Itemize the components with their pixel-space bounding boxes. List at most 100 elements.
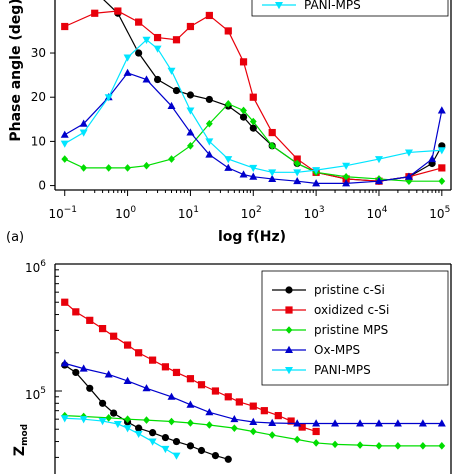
y-tick-label: 20 <box>31 90 46 104</box>
zmod-point-oxidized-c-si <box>148 356 157 364</box>
phase-point-oxidized-c-si <box>293 155 301 163</box>
phase-point-oxidized-c-si <box>249 93 257 101</box>
phase-point-oxidized-c-si <box>135 18 143 26</box>
phase-point-pani-mps <box>437 147 446 155</box>
phase-point-pristine-c-si <box>153 75 162 84</box>
zmod-point-ox-mps <box>293 419 302 427</box>
zmod-point-oxidized-c-si <box>235 398 243 406</box>
phase-point-pristine-c-si <box>205 95 213 104</box>
zmod-series-ox-mps <box>60 359 446 427</box>
zmod-point-oxidized-c-si <box>249 402 257 410</box>
zmod-point-ox-mps <box>142 384 151 392</box>
zmod-point-pristine-c-si <box>224 455 232 463</box>
zmod-point-pristine-mps <box>293 435 301 444</box>
phase-point-pani-mps <box>374 156 383 164</box>
zmod-point-ox-mps <box>268 418 277 426</box>
x-tick-label: 105 <box>429 205 450 221</box>
zmod-point-ox-mps <box>79 364 88 372</box>
phase-point-pani-mps <box>224 156 233 164</box>
zmod-line-pristine-c-si <box>64 364 229 460</box>
zmod-series-pristine-c-si <box>61 361 232 463</box>
bottom-legend-entry-pristine-mps: pristine MPS <box>272 323 388 337</box>
zmod-point-ox-mps <box>356 419 365 427</box>
zmod-point-pristine-mps <box>249 427 257 436</box>
zmod-point-oxidized-c-si <box>172 368 181 377</box>
y-tick-label: 30 <box>31 46 46 60</box>
zmod-point-ox-mps <box>123 376 132 384</box>
phase-point-pristine-mps <box>168 155 175 163</box>
zmod-point-pristine-mps <box>105 414 113 422</box>
zmod-point-pristine-c-si <box>161 433 170 442</box>
phase-point-pristine-mps <box>80 164 88 172</box>
zmod-point-pani-mps <box>148 438 157 446</box>
top-x-axis-title: log f(Hz) <box>218 229 286 245</box>
zmod-point-ox-mps <box>205 408 214 416</box>
zmod-point-pristine-mps <box>143 416 150 424</box>
phase-point-pristine-mps <box>105 164 113 172</box>
legend-marker <box>285 326 293 334</box>
zmod-point-oxidized-c-si <box>98 324 107 333</box>
phase-point-ox-mps <box>437 106 446 114</box>
top-x-ticks: 10−1 100 101 102 103 104 105 <box>48 190 450 221</box>
zmod-point-oxidized-c-si <box>274 412 282 420</box>
phase-point-pristine-mps <box>293 159 301 168</box>
legend-marker <box>285 367 293 375</box>
phase-point-ox-mps <box>312 179 321 187</box>
zmod-point-pristine-c-si <box>148 429 157 437</box>
phase-point-pristine-mps <box>124 164 131 172</box>
zmod-point-pristine-mps <box>187 419 194 427</box>
phase-point-ox-mps <box>374 176 383 185</box>
zmod-point-oxidized-c-si <box>161 363 170 371</box>
zmod-point-oxidized-c-si <box>298 423 306 431</box>
zmod-point-oxidized-c-si <box>287 417 295 425</box>
zmod-point-ox-mps <box>331 419 340 427</box>
zmod-point-pani-mps <box>113 420 122 429</box>
x-tick-label: 104 <box>366 205 387 221</box>
zmod-point-pani-mps <box>60 415 69 423</box>
phase-point-pristine-mps <box>143 161 150 170</box>
zmod-point-oxidized-c-si <box>86 316 94 324</box>
phase-point-pani-mps <box>342 162 351 170</box>
zmod-point-pristine-c-si <box>197 446 206 455</box>
y-tick-label: 0 <box>38 179 46 193</box>
zmod-point-oxidized-c-si <box>110 332 118 340</box>
phase-point-pani-mps <box>79 129 88 137</box>
zmod-point-oxidized-c-si <box>224 393 232 401</box>
phase-point-pristine-mps <box>224 100 232 108</box>
zmod-point-oxidized-c-si <box>312 427 320 436</box>
zmod-point-pristine-c-si <box>72 368 80 377</box>
bottom-y-axis-title: Zmod <box>12 424 30 456</box>
zmod-point-pristine-mps <box>356 441 364 449</box>
zmod-point-ox-mps <box>186 400 195 408</box>
bottom-legend-entry-pani-mps: PANI-MPS <box>272 363 371 377</box>
phase-point-ox-mps <box>404 172 413 180</box>
zmod-point-pristine-mps <box>419 442 427 450</box>
zmod-point-pristine-mps <box>124 415 131 423</box>
bottom-y-ticks: 106 105 <box>25 259 62 458</box>
zmod-point-pristine-c-si <box>135 424 143 432</box>
phase-point-pristine-mps <box>240 106 247 115</box>
phase-point-pani-mps <box>268 169 277 177</box>
phase-line-pani-mps <box>64 38 442 173</box>
top-legend-box <box>251 0 449 17</box>
bottom-legend-entry-pristine-c-si: pristine c-Si <box>272 283 385 297</box>
zmod-point-oxidized-c-si <box>135 349 143 357</box>
phase-line-pristine-c-si <box>103 0 443 182</box>
panel-label-a: (a) <box>6 230 24 245</box>
zmod-point-pristine-mps <box>438 442 446 450</box>
phase-point-ox-mps <box>249 172 258 180</box>
phase-point-oxidized-c-si <box>239 58 248 66</box>
phase-point-ox-mps <box>167 101 176 110</box>
top-legend: PANI-MPS <box>262 0 361 12</box>
phase-point-oxidized-c-si <box>205 11 213 20</box>
phase-point-pristine-mps <box>405 177 413 185</box>
zmod-point-pristine-c-si <box>86 384 94 392</box>
zmod-point-pani-mps <box>123 425 132 433</box>
zmod-point-pristine-c-si <box>98 399 107 407</box>
phase-point-pani-mps <box>123 54 132 62</box>
legend-label: oxidized c-Si <box>314 303 389 317</box>
y-tick-label: 10 <box>31 134 46 148</box>
phase-point-pani-mps <box>293 169 302 177</box>
